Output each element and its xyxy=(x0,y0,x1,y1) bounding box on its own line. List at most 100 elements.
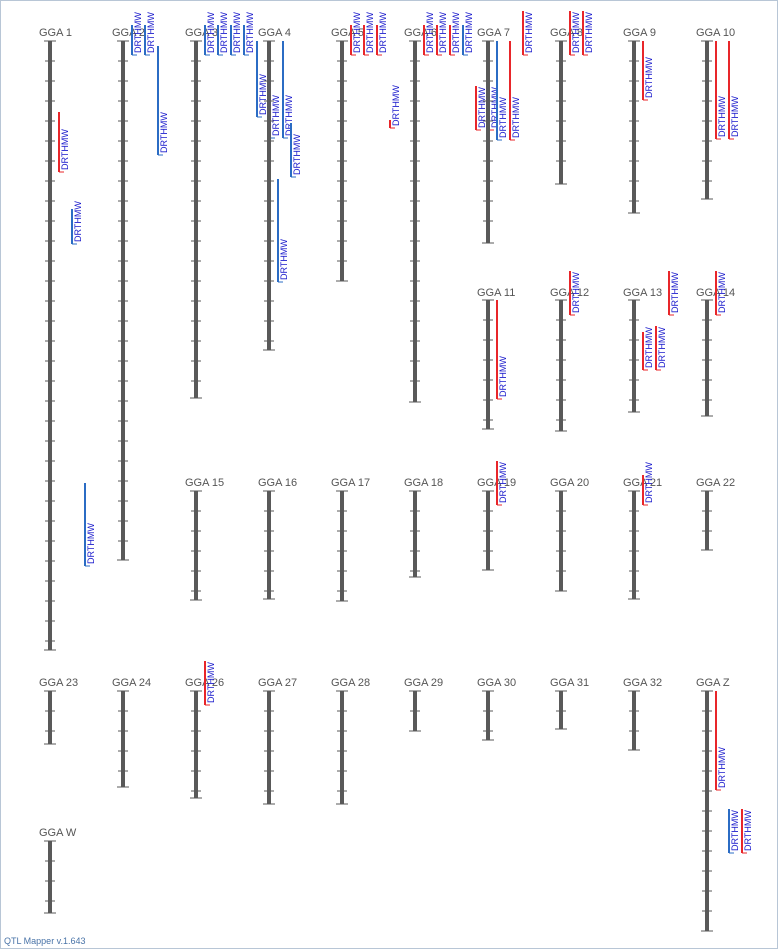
gga-12-bar xyxy=(559,300,563,431)
gga-10-bar xyxy=(705,41,709,199)
gga-7-qtl-label: DRTHMW xyxy=(511,97,521,138)
gga-6-qtl-label: DRTHMW xyxy=(490,87,500,128)
gga-26-bar xyxy=(194,691,198,798)
gga-9-qtl-label: DRTHMW xyxy=(644,57,654,98)
gga-z-qtl-label: DRTHMW xyxy=(730,810,740,851)
app-version-label: QTL Mapper v.1.643 xyxy=(4,936,86,946)
gga-31-bar xyxy=(559,691,563,729)
gga-5-label: GGA 5 xyxy=(331,27,364,39)
gga-23-bar xyxy=(48,691,52,744)
gga-1-qtl-label: DRTHMW xyxy=(60,129,70,170)
gga-5-qtl-label: DRTHMW xyxy=(365,12,375,53)
gga-29-label: GGA 29 xyxy=(404,677,443,689)
gga-24-bar xyxy=(121,691,125,787)
gga-10-label: GGA 10 xyxy=(696,27,735,39)
gga-14-bar xyxy=(705,300,709,416)
gga-16-bar xyxy=(267,491,271,599)
gga-16-label: GGA 16 xyxy=(258,477,297,489)
gga-24-label: GGA 24 xyxy=(112,677,151,689)
gga-31-label: GGA 31 xyxy=(550,677,589,689)
gga-19-qtl-label: DRTHMW xyxy=(498,462,508,503)
gga-7-bar xyxy=(486,41,490,243)
gga-30-label: GGA 30 xyxy=(477,677,516,689)
gga-8-bar xyxy=(559,41,563,184)
gga-13-label: GGA 13 xyxy=(623,287,662,299)
gga-8-qtl-label: DRTHMW xyxy=(571,12,581,53)
gga-2-label: GGA 2 xyxy=(112,27,145,39)
gga-13-bar xyxy=(632,300,636,412)
gga-3-qtl-label: DRTHMW xyxy=(232,12,242,53)
gga-30-bar xyxy=(486,691,490,740)
gga-27-label: GGA 27 xyxy=(258,677,297,689)
gga-3-qtl-label: DRTHMW xyxy=(206,12,216,53)
gga-6-qtl-label: DRTHMW xyxy=(464,12,474,53)
gga-3-qtl-label: DRTHMW xyxy=(271,95,281,136)
gga-28-bar xyxy=(340,691,344,804)
gga-5-qtl-label: DRTHMW xyxy=(378,12,388,53)
gga-17-label: GGA 17 xyxy=(331,477,370,489)
gga-2-qtl-label: DRTHMW xyxy=(133,12,143,53)
gga-6-qtl-label: DRTHMW xyxy=(438,12,448,53)
gga-9-label: GGA 9 xyxy=(623,27,656,39)
gga-3-qtl-label: DRTHMW xyxy=(245,12,255,53)
gga-10-qtl-label: DRTHMW xyxy=(730,96,740,137)
gga-18-label: GGA 18 xyxy=(404,477,443,489)
gga-4-qtl-label: DRTHMW xyxy=(279,239,289,280)
gga-21-qtl-label: DRTHMW xyxy=(644,462,654,503)
gga-z-label: GGA Z xyxy=(696,677,730,689)
gga-4-label: GGA 4 xyxy=(258,27,291,39)
gga-6-qtl-label: DRTHMW xyxy=(425,12,435,53)
gga-w-bar xyxy=(48,841,52,913)
gga-14-qtl-label: DRTHMW xyxy=(717,272,727,313)
gga-20-bar xyxy=(559,491,563,591)
gga-26-qtl-label: DRTHMW xyxy=(206,662,216,703)
gga-3-qtl-label: DRTHMW xyxy=(219,12,229,53)
gga-13-qtl-label: DRTHMW xyxy=(644,327,654,368)
gga-27-bar xyxy=(267,691,271,804)
gga-1-bar xyxy=(48,41,52,650)
gga-3-label: GGA 3 xyxy=(185,27,218,39)
gga-3-bar xyxy=(194,41,198,398)
gga-7-qtl-label: DRTHMW xyxy=(498,97,508,138)
gga-9-bar xyxy=(632,41,636,213)
gga-z-qtl-label: DRTHMW xyxy=(717,747,727,788)
gga-2-qtl-label: DRTHMW xyxy=(146,12,156,53)
gga-5-qtl-label: DRTHMW xyxy=(391,85,401,126)
gga-13-qtl-label: DRTHMW xyxy=(670,272,680,313)
gga-32-label: GGA 32 xyxy=(623,677,662,689)
gga-13-qtl-label: DRTHMW xyxy=(657,327,667,368)
gga-12-qtl-label: DRTHMW xyxy=(571,272,581,313)
gga-21-bar xyxy=(632,491,636,599)
gga-8-label: GGA 8 xyxy=(550,27,583,39)
gga-1-label: GGA 1 xyxy=(39,27,72,39)
gga-3-qtl-label: DRTHMW xyxy=(284,95,294,136)
gga-15-label: GGA 15 xyxy=(185,477,224,489)
gga-22-label: GGA 22 xyxy=(696,477,735,489)
gga-4-bar xyxy=(267,41,271,350)
gga-15-bar xyxy=(194,491,198,600)
gga-w-label: GGA W xyxy=(39,827,77,839)
gga-1-qtl-label: DRTHMW xyxy=(73,201,83,242)
gga-5-qtl-label: DRTHMW xyxy=(352,12,362,53)
gga-32-bar xyxy=(632,691,636,750)
gga-8-qtl-label: DRTHMW xyxy=(584,12,594,53)
gga-20-label: GGA 20 xyxy=(550,477,589,489)
gga-18-bar xyxy=(413,491,417,577)
gga-7-qtl-label: DRTHMW xyxy=(524,12,534,53)
gga-1-qtl-label: DRTHMW xyxy=(86,523,96,564)
gga-3-qtl-label: DRTHMW xyxy=(258,74,268,115)
gga-6-label: GGA 6 xyxy=(404,27,437,39)
gga-11-bar xyxy=(486,300,490,429)
gga-z-qtl-label: DRTHMW xyxy=(743,810,753,851)
gga-17-bar xyxy=(340,491,344,601)
gga-7-label: GGA 7 xyxy=(477,27,510,39)
gga-6-qtl-label: DRTHMW xyxy=(477,87,487,128)
gga-4-qtl-label: DRTHMW xyxy=(292,134,302,175)
gga-10-qtl-label: DRTHMW xyxy=(717,96,727,137)
gga-6-qtl-label: DRTHMW xyxy=(451,12,461,53)
gga-23-label: GGA 23 xyxy=(39,677,78,689)
gga-22-bar xyxy=(705,491,709,550)
gga-11-qtl-label: DRTHMW xyxy=(498,356,508,397)
